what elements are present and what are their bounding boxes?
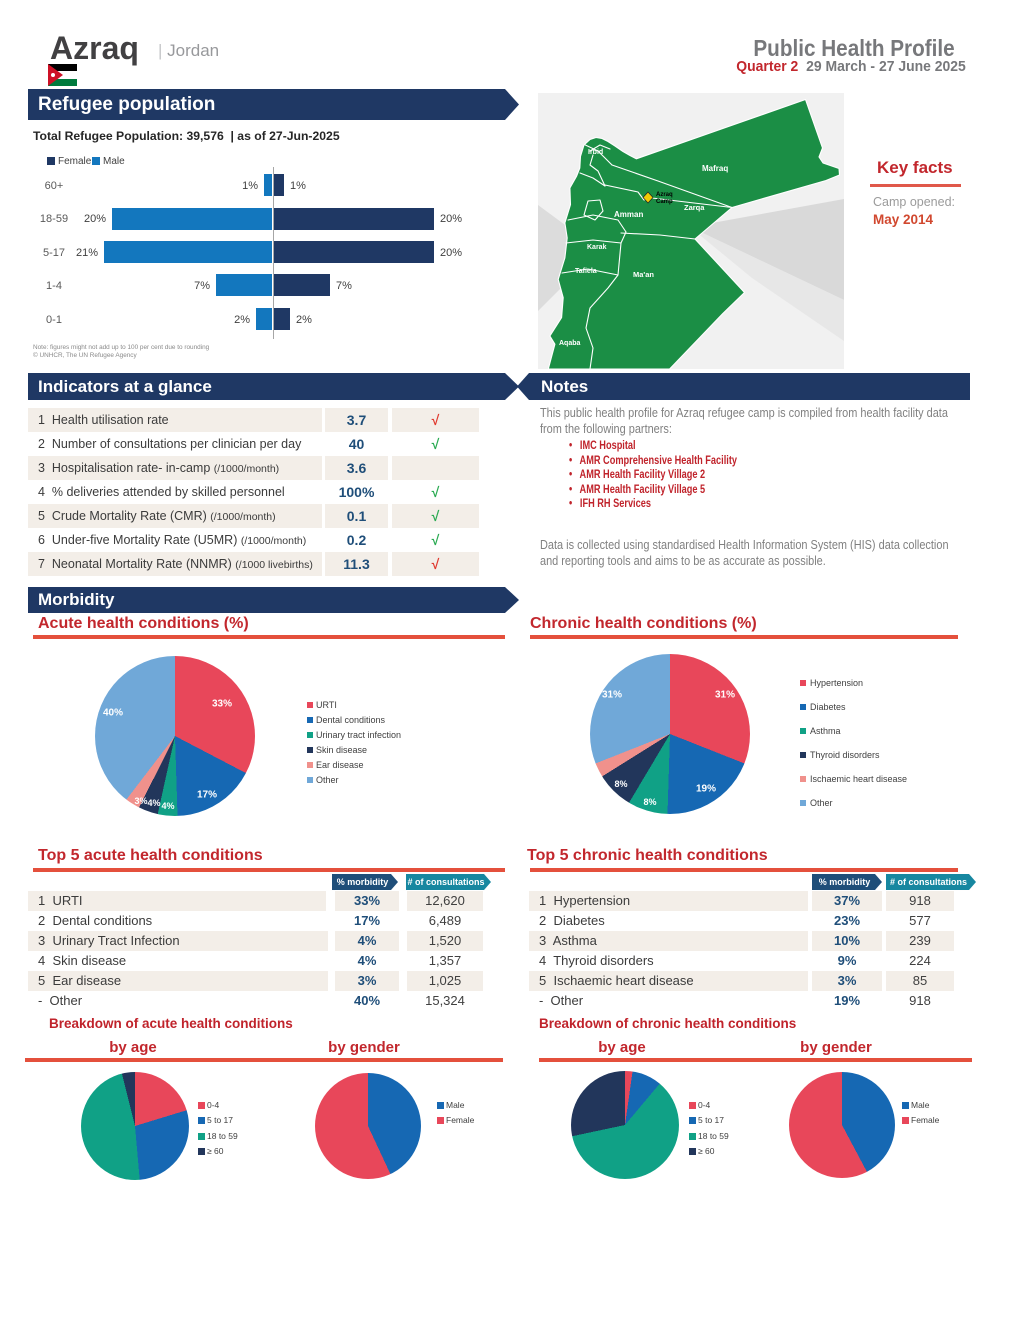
- svg-text:Mafraq: Mafraq: [702, 164, 728, 173]
- svg-text:Ma'an: Ma'an: [633, 270, 654, 279]
- svg-text:Zarqa: Zarqa: [684, 203, 705, 212]
- svg-text:Tafiela: Tafiela: [575, 268, 597, 275]
- svg-text:Camp: Camp: [656, 199, 673, 205]
- svg-text:Irbid: Irbid: [588, 149, 603, 156]
- svg-text:Aqaba: Aqaba: [559, 340, 581, 347]
- svg-text:Karak: Karak: [587, 244, 607, 251]
- svg-text:Azraq: Azraq: [656, 192, 673, 198]
- svg-text:Amman: Amman: [614, 210, 643, 219]
